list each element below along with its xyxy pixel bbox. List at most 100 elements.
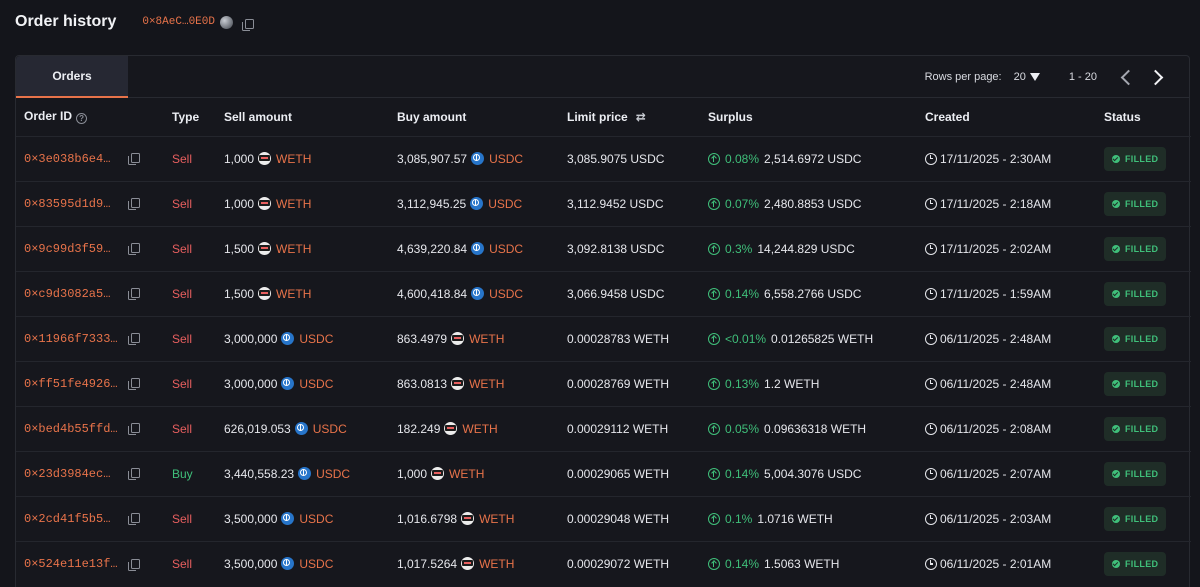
created-cell: 06/11/2025 - 2:08AM	[917, 405, 1096, 451]
surplus-percent: 0.1%	[725, 511, 753, 526]
table-row[interactable]: 0×9c99d3f59… Sell 1,500 WETH 4,639,220.84 USD…	[16, 225, 1191, 271]
order-type: Sell	[164, 180, 216, 226]
sell-token[interactable]: USDC	[299, 511, 334, 526]
sell-amount-cell: 1,500 WETH	[216, 270, 389, 316]
rows-per-page-select[interactable]: 20	[1014, 71, 1040, 83]
copy-icon[interactable]	[128, 468, 140, 481]
sell-amount-cell: 3,000,000 USDC	[216, 315, 389, 361]
table-row[interactable]: 0×11966f7333… Sell 3,000,000 USDC 863.4979 WE…	[16, 315, 1191, 361]
sell-amount: 3,440,558.23	[224, 466, 295, 481]
order-type: Buy	[164, 450, 216, 496]
table-row[interactable]: 0×bed4b55ffd… Sell 626,019.053 USDC 182.249 W…	[16, 405, 1191, 451]
sell-token[interactable]: USDC	[299, 331, 334, 346]
sell-token[interactable]: WETH	[276, 196, 312, 211]
buy-token[interactable]: WETH	[449, 466, 485, 481]
limit-price: 3,085.9075 USDC	[559, 135, 700, 181]
copy-icon[interactable]	[128, 153, 140, 166]
copy-icon[interactable]	[128, 558, 140, 571]
next-page-button[interactable]	[1145, 65, 1169, 89]
surplus-amount: 2,514.6972 USDC	[764, 151, 862, 166]
status-label: FILLED	[1125, 198, 1159, 209]
copy-icon[interactable]	[128, 333, 140, 346]
order-id-link[interactable]: 0×3e038b6e4…	[24, 151, 111, 166]
created-cell: 17/11/2025 - 1:59AM	[917, 270, 1096, 316]
order-id-cell: 0×c9d3082a5…	[16, 270, 164, 316]
order-id-link[interactable]: 0×11966f7333…	[24, 331, 118, 346]
surplus-percent: <0.01%	[725, 331, 767, 346]
clock-icon	[925, 377, 937, 390]
order-id-link[interactable]: 0×c9d3082a5…	[24, 286, 111, 301]
sell-token[interactable]: USDC	[299, 556, 334, 571]
wallet-address[interactable]: 0×8AeC…0E0D	[142, 16, 215, 28]
buy-token[interactable]: USDC	[489, 286, 524, 301]
order-id-link[interactable]: 0×23d3984ec…	[24, 466, 111, 481]
order-id-link[interactable]: 0×83595d1d9…	[24, 196, 111, 211]
status-label: FILLED	[1125, 153, 1159, 164]
arrow-up-circle-icon	[708, 512, 720, 525]
usdc-icon	[281, 331, 295, 345]
copy-icon[interactable]	[128, 378, 140, 391]
usdc-icon	[471, 286, 485, 300]
sell-amount: 1,500	[224, 286, 255, 301]
surplus-amount: 1.2 WETH	[764, 376, 820, 391]
table-row[interactable]: 0×3e038b6e4… Sell 1,000 WETH 3,085,907.57 USD…	[16, 135, 1191, 181]
copy-icon[interactable]	[128, 288, 140, 301]
sell-token[interactable]: WETH	[276, 241, 312, 256]
buy-token[interactable]: WETH	[479, 511, 515, 526]
created-date: 17/11/2025 - 2:30AM	[940, 151, 1052, 166]
tab-orders[interactable]: Orders	[16, 55, 128, 98]
previous-page-button[interactable]	[1113, 65, 1137, 89]
arrow-up-circle-icon	[708, 197, 720, 210]
surplus-cell: 0.14% 6,558.2766 USDC	[700, 270, 917, 316]
status-label: FILLED	[1125, 378, 1159, 389]
surplus-cell: 0.14% 1.5063 WETH	[700, 540, 917, 586]
buy-token[interactable]: WETH	[462, 421, 498, 436]
sell-amount: 1,000	[224, 196, 255, 211]
order-id-link[interactable]: 0×2cd41f5b5…	[24, 511, 111, 526]
table-row[interactable]: 0×23d3984ec… Buy 3,440,558.23 USDC 1,000 WETH…	[16, 450, 1191, 496]
copy-icon[interactable]	[128, 198, 140, 211]
buy-token[interactable]: USDC	[488, 196, 523, 211]
sell-amount: 3,500,000	[224, 556, 278, 571]
buy-token[interactable]: WETH	[479, 556, 515, 571]
table-row[interactable]: 0×524e11e13f… Sell 3,500,000 USDC 1,017.5264…	[16, 540, 1191, 586]
arrow-up-circle-icon	[708, 377, 720, 390]
buy-amount-cell: 1,016.6798 WETH	[389, 495, 559, 541]
clock-icon	[925, 332, 937, 345]
col-buy-amount: Buy amount	[397, 109, 467, 124]
swap-arrows-icon[interactable]: ⇄	[635, 109, 646, 124]
buy-token[interactable]: USDC	[489, 241, 524, 256]
buy-amount-cell: 863.4979 WETH	[389, 315, 559, 361]
copy-address-button[interactable]	[241, 17, 254, 31]
check-circle-icon	[1112, 514, 1120, 523]
help-icon[interactable]: ?	[76, 113, 88, 125]
sell-amount-cell: 3,500,000 USDC	[216, 540, 389, 586]
sell-amount-cell: 1,000 WETH	[216, 135, 389, 181]
weth-icon	[258, 151, 272, 165]
buy-token[interactable]: WETH	[469, 376, 505, 391]
page-title: Order history	[15, 13, 117, 30]
table-row[interactable]: 0×2cd41f5b5… Sell 3,500,000 USDC 1,016.6798 W…	[16, 495, 1191, 541]
order-id-link[interactable]: 0×524e11e13f…	[24, 557, 118, 572]
order-id-link[interactable]: 0×bed4b55ffd…	[24, 421, 118, 436]
sell-token[interactable]: USDC	[312, 421, 347, 436]
surplus-percent: 0.05%	[725, 421, 760, 436]
table-row[interactable]: 0×c9d3082a5… Sell 1,500 WETH 4,600,418.84 USD…	[16, 270, 1191, 316]
order-id-link[interactable]: 0×ff51fe4926…	[24, 376, 118, 391]
sell-token[interactable]: USDC	[299, 376, 334, 391]
sell-token[interactable]: WETH	[276, 151, 312, 166]
copy-icon[interactable]	[128, 423, 140, 436]
arrow-up-circle-icon	[708, 467, 720, 480]
table-row[interactable]: 0×ff51fe4926… Sell 3,000,000 USDC 863.0813 WE…	[16, 360, 1191, 406]
sell-token[interactable]: WETH	[276, 286, 312, 301]
order-id-link[interactable]: 0×9c99d3f59…	[24, 241, 111, 256]
buy-token[interactable]: WETH	[469, 331, 505, 346]
usdc-icon	[294, 421, 308, 435]
buy-token[interactable]: USDC	[489, 151, 524, 166]
sell-token[interactable]: USDC	[316, 466, 351, 481]
table-row[interactable]: 0×83595d1d9… Sell 1,000 WETH 3,112,945.25 USD…	[16, 180, 1191, 226]
check-circle-icon	[1112, 244, 1120, 253]
copy-icon[interactable]	[128, 243, 140, 256]
surplus-cell: 0.05% 0.09636318 WETH	[700, 405, 917, 451]
copy-icon[interactable]	[128, 513, 140, 526]
